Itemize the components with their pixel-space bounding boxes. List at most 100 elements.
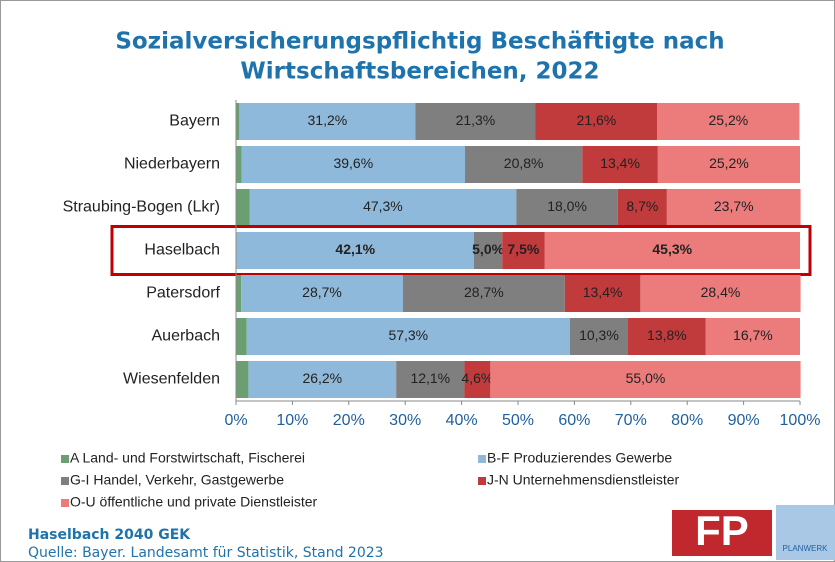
- y-tick-label: Patersdorf: [146, 285, 220, 302]
- data-label: 16,7%: [733, 327, 773, 343]
- legend-label: G-I Handel, Verkehr, Gastgewerbe: [70, 472, 284, 488]
- data-label: 55,0%: [626, 370, 666, 386]
- bar-segment: [464, 146, 583, 183]
- bar-segment: [569, 318, 628, 355]
- x-tick-label: 0%: [224, 412, 247, 429]
- bar-segment: [415, 103, 536, 140]
- bar-segment: [564, 275, 641, 312]
- highlight-box: [110, 225, 812, 276]
- bar-segment: [617, 189, 667, 226]
- data-label: 25,2%: [709, 112, 749, 128]
- logo-box: [776, 505, 835, 560]
- bar-segment: [236, 232, 475, 269]
- bar-segment: [236, 146, 242, 183]
- y-tick-label: Wiesenfelden: [123, 371, 220, 388]
- bar-segment: [246, 318, 570, 355]
- bar-segment: [464, 361, 491, 398]
- data-label: 13,8%: [647, 327, 687, 343]
- legend-swatch: [61, 499, 69, 507]
- footer: Haselbach 2040 GEK: [28, 527, 191, 543]
- x-tick-label: 40%: [446, 412, 478, 429]
- bar-segment: [249, 189, 517, 226]
- bar-segment: [236, 318, 247, 355]
- data-label: 28,7%: [302, 284, 342, 300]
- legend-swatch: [478, 477, 486, 485]
- data-label: 45,3%: [652, 241, 692, 257]
- legend-label: J-N Unternehmensdienstleister: [487, 472, 680, 488]
- x-tick-label: 80%: [671, 412, 703, 429]
- data-label: 18,0%: [547, 198, 587, 214]
- y-tick-label: Haselbach: [144, 242, 220, 259]
- x-tick-label: 30%: [389, 412, 421, 429]
- data-label: 39,6%: [333, 155, 373, 171]
- data-label: 20,8%: [504, 155, 544, 171]
- legend-label: O-U öffentliche und private Dienstleiste…: [70, 494, 318, 510]
- legend-swatch: [478, 455, 486, 463]
- data-label: 12,1%: [410, 370, 450, 386]
- bar-segment: [516, 189, 618, 226]
- bar-segment: [396, 361, 465, 398]
- data-label: 23,7%: [714, 198, 754, 214]
- bar-segment: [502, 232, 545, 269]
- data-label: 13,4%: [600, 155, 640, 171]
- data-label: 25,2%: [709, 155, 749, 171]
- bar-segment: [535, 103, 658, 140]
- data-label: 21,6%: [577, 112, 617, 128]
- bar-segment: [474, 232, 503, 269]
- y-tick-label: Straubing-Bogen (Lkr): [63, 199, 220, 216]
- data-label: 8,7%: [626, 198, 658, 214]
- y-tick-label: Auerbach: [152, 328, 221, 345]
- data-label: 31,2%: [308, 112, 348, 128]
- bar-segment: [627, 318, 706, 355]
- x-tick-label: 90%: [728, 412, 760, 429]
- x-tick-label: 20%: [333, 412, 365, 429]
- chart-title: Wirtschaftsbereichen, 2022: [240, 59, 599, 85]
- data-label: 47,3%: [363, 198, 403, 214]
- logo-mark: FP: [695, 507, 749, 554]
- legend-label: A Land- und Forstwirtschaft, Fischerei: [70, 450, 305, 466]
- bar-segment: [241, 275, 403, 312]
- bar-segment: [236, 103, 240, 140]
- logo-box: [672, 510, 772, 556]
- footer: Quelle: Bayer. Landesamt für Statistik, …: [28, 545, 384, 561]
- bar-segment: [236, 189, 250, 226]
- data-label: 13,4%: [583, 284, 623, 300]
- y-tick-label: Bayern: [169, 113, 220, 130]
- data-label: 4,6%: [461, 370, 493, 386]
- bar-segment: [705, 318, 800, 355]
- data-label: 7,5%: [507, 241, 539, 257]
- legend-swatch: [61, 455, 69, 463]
- data-label: 26,2%: [302, 370, 342, 386]
- legend-swatch: [61, 477, 69, 485]
- data-label: 10,3%: [579, 327, 619, 343]
- bar-segment: [236, 361, 249, 398]
- x-tick-label: 60%: [558, 412, 590, 429]
- data-label: 21,3%: [456, 112, 496, 128]
- data-label: 28,7%: [464, 284, 504, 300]
- bar-segment: [402, 275, 565, 312]
- logo-name: PLANWERK: [783, 544, 829, 553]
- data-label: 57,3%: [388, 327, 428, 343]
- x-tick-label: 50%: [502, 412, 534, 429]
- x-tick-label: 100%: [780, 412, 821, 429]
- bar-segment: [248, 361, 397, 398]
- bar-segment: [666, 189, 801, 226]
- bar-segment: [544, 232, 800, 269]
- bar-segment: [640, 275, 801, 312]
- x-tick-label: 10%: [276, 412, 308, 429]
- y-tick-label: Niederbayern: [124, 156, 220, 173]
- bar-segment: [239, 103, 416, 140]
- x-tick-label: 70%: [615, 412, 647, 429]
- bar-segment: [241, 146, 465, 183]
- data-label: 42,1%: [335, 241, 375, 257]
- bar-segment: [657, 146, 800, 183]
- bar-segment: [657, 103, 800, 140]
- bar-segment: [582, 146, 658, 183]
- bar-segment: [236, 275, 242, 312]
- data-label: 5,0%: [472, 241, 504, 257]
- legend-label: B-F Produzierendes Gewerbe: [487, 450, 672, 466]
- data-label: 28,4%: [701, 284, 741, 300]
- chart-title: Sozialversicherungspflichtig Beschäftigt…: [115, 29, 724, 55]
- bar-segment: [490, 361, 801, 398]
